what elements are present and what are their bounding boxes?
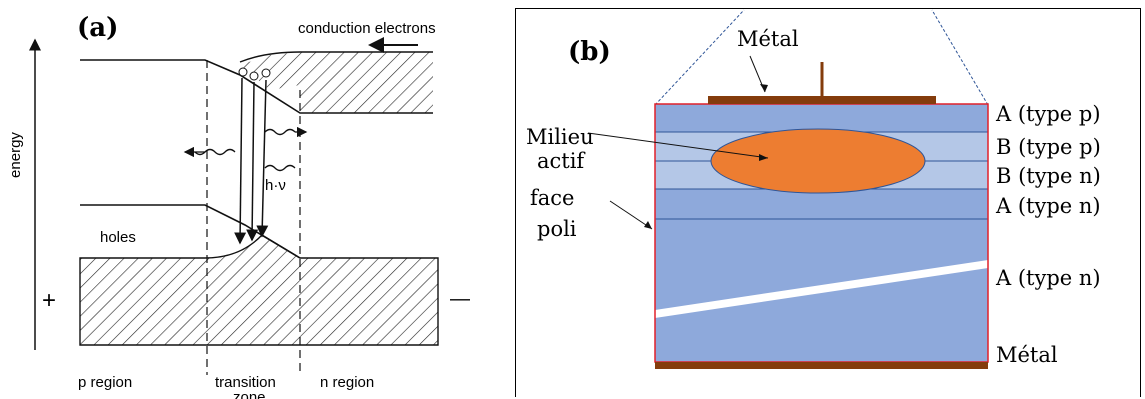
p-region-label: p region [78,374,132,391]
recombination-arrow-1 [234,77,247,245]
active-medium-label-1: Milieu [526,125,594,149]
electron-3 [261,68,271,78]
active-medium-ellipse [710,128,926,194]
layer-label-3: B (type n) [996,164,1101,188]
top-metal-contact [708,96,936,104]
photon-wave-lower [264,164,296,172]
projection-line-right [931,9,989,106]
electron-1 [238,67,248,77]
face-pointer-arrow [609,200,653,230]
holes-label: holes [100,229,136,246]
energy-axis-label: energy [7,132,24,178]
projection-line-left [654,9,745,106]
plus-sign: + [42,287,56,314]
metal-bottom-label: Métal [996,343,1058,367]
transition-zone-label-2: zone [233,389,266,399]
bottom-metal-contact [655,362,988,369]
photon-wave-right [264,128,296,136]
laser-structure-panel: (b) Métal Milieu actif face poli A (type… [526,9,1101,369]
layer-label-5: A (type n) [995,266,1101,290]
active-medium-label-2: actif [537,149,586,173]
electron-2 [249,71,259,81]
recombination-arrow-2 [246,81,259,242]
valence-band-hatch [79,234,439,346]
polished-face-label-2: poli [537,217,577,241]
band-diagram-panel: energy conduction electrons holes h·ν [7,13,470,399]
minus-sign: — [450,288,470,310]
conduction-band-top [239,51,433,63]
conduction-electrons-label: conduction electrons [298,20,436,37]
polished-face-label-1: face [530,186,574,210]
photon-wave-left [194,148,236,156]
n-region-label: n region [320,374,374,391]
panel-b-label: (b) [568,37,611,67]
layer-label-4: A (type n) [995,194,1101,218]
photon-energy-label: h·ν [265,177,286,194]
conduction-band-hatch [240,52,433,113]
cleave-line [655,260,988,318]
layer-label-1: A (type p) [995,102,1101,126]
metal-top-label: Métal [737,27,799,51]
transition-zone-label: transition [215,374,276,391]
layer-label-2: B (type p) [996,135,1101,159]
panel-b-frame [515,8,1141,397]
recombination-arrow-3 [256,79,269,238]
panel-a-label: (a) [77,13,118,43]
active-pointer-arrow [587,132,769,159]
